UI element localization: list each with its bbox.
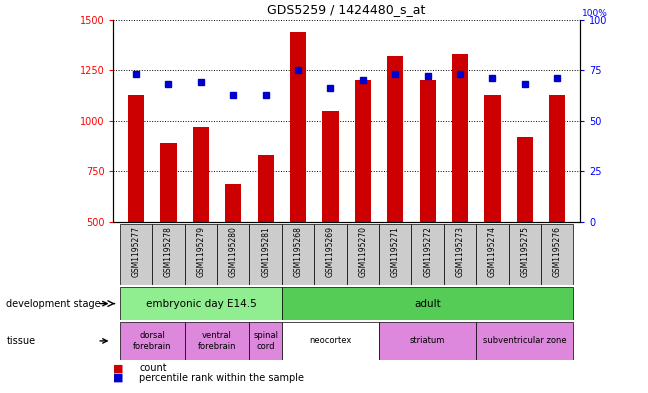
Bar <box>217 224 249 285</box>
Text: embryonic day E14.5: embryonic day E14.5 <box>146 299 256 309</box>
Text: GSM1195270: GSM1195270 <box>358 226 367 277</box>
Text: ventral
forebrain: ventral forebrain <box>198 331 237 351</box>
Bar <box>444 224 476 285</box>
Text: GSM1195278: GSM1195278 <box>164 226 173 277</box>
Title: GDS5259 / 1424480_s_at: GDS5259 / 1424480_s_at <box>268 3 426 16</box>
Bar <box>249 224 282 285</box>
Bar <box>193 127 209 222</box>
Bar <box>282 224 314 285</box>
Bar <box>476 322 573 360</box>
Bar <box>290 32 306 222</box>
Text: spinal
cord: spinal cord <box>253 331 278 351</box>
Bar <box>541 224 573 285</box>
Text: GSM1195277: GSM1195277 <box>132 226 141 277</box>
Bar <box>388 56 403 222</box>
Bar <box>120 287 282 320</box>
Bar <box>509 224 541 285</box>
Text: GSM1195268: GSM1195268 <box>294 226 303 277</box>
Bar <box>452 54 468 222</box>
Bar <box>314 224 347 285</box>
Bar <box>516 137 533 222</box>
Text: ■: ■ <box>113 363 124 373</box>
Text: development stage: development stage <box>6 299 101 309</box>
Bar <box>485 95 501 222</box>
Bar <box>249 322 282 360</box>
Text: GSM1195274: GSM1195274 <box>488 226 497 277</box>
Bar <box>160 143 176 222</box>
Bar <box>185 224 217 285</box>
Text: GSM1195279: GSM1195279 <box>196 226 205 277</box>
Text: GSM1195276: GSM1195276 <box>553 226 562 277</box>
Text: neocortex: neocortex <box>309 336 352 345</box>
Bar <box>322 111 338 222</box>
Bar <box>120 322 185 360</box>
Text: percentile rank within the sample: percentile rank within the sample <box>139 373 305 383</box>
Bar <box>185 322 249 360</box>
Text: ■: ■ <box>113 373 124 383</box>
Text: count: count <box>139 363 167 373</box>
Bar <box>128 95 144 222</box>
Text: GSM1195280: GSM1195280 <box>229 226 238 277</box>
Text: 100%: 100% <box>583 9 608 18</box>
Bar <box>355 81 371 222</box>
Bar <box>258 155 274 222</box>
Text: tissue: tissue <box>6 336 36 346</box>
Text: adult: adult <box>414 299 441 309</box>
Bar <box>282 322 379 360</box>
Text: dorsal
forebrain: dorsal forebrain <box>133 331 172 351</box>
Text: GSM1195269: GSM1195269 <box>326 226 335 277</box>
Text: GSM1195272: GSM1195272 <box>423 226 432 277</box>
Text: GSM1195271: GSM1195271 <box>391 226 400 277</box>
Bar <box>347 224 379 285</box>
Bar <box>379 322 476 360</box>
Bar <box>476 224 509 285</box>
Bar <box>550 95 566 222</box>
Bar <box>411 224 444 285</box>
Text: GSM1195275: GSM1195275 <box>520 226 529 277</box>
Text: subventricular zone: subventricular zone <box>483 336 567 345</box>
Bar <box>226 184 241 222</box>
Bar <box>282 287 573 320</box>
Text: striatum: striatum <box>410 336 445 345</box>
Bar <box>379 224 411 285</box>
Bar <box>120 224 152 285</box>
Bar <box>420 81 435 222</box>
Text: GSM1195273: GSM1195273 <box>456 226 465 277</box>
Bar <box>152 224 185 285</box>
Text: GSM1195281: GSM1195281 <box>261 226 270 277</box>
